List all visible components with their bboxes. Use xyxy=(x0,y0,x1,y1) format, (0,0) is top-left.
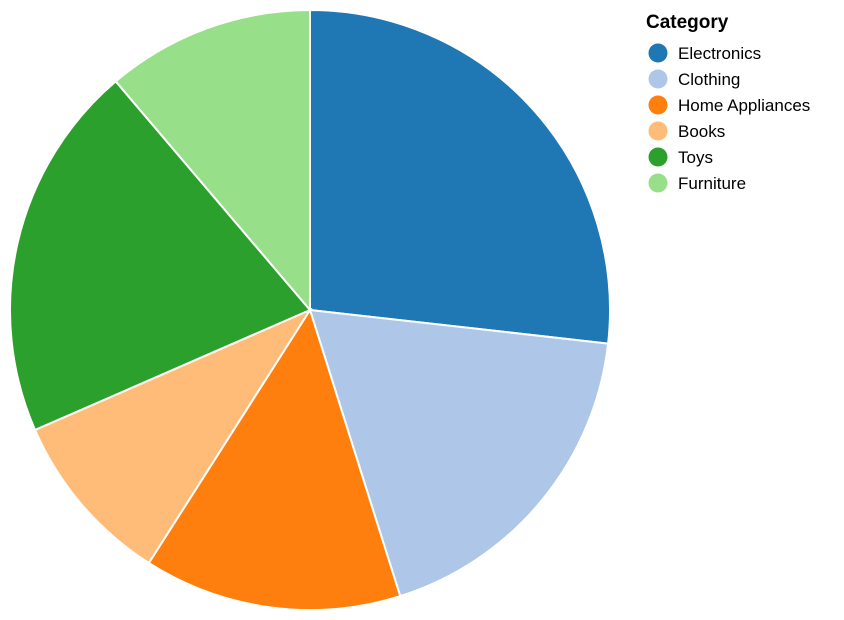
legend-title: Category xyxy=(646,12,729,33)
legend-swatch-furniture xyxy=(648,173,668,193)
pie-slice-clothing xyxy=(308,308,610,598)
legend-label-toys: Toys xyxy=(678,148,713,167)
pie-slice-toys xyxy=(9,79,312,432)
legend-swatch-electronics xyxy=(648,43,668,63)
pie-slice-furniture xyxy=(114,8,311,313)
legend-label-clothing: Clothing xyxy=(678,70,740,89)
legend-swatch-books xyxy=(648,121,668,141)
legend-label-home-appliances: Home Appliances xyxy=(678,96,810,115)
pie-slice-electronics xyxy=(309,8,611,345)
legend: Category Electronics Clothing Home Applian… xyxy=(646,12,810,193)
pie-slice-books xyxy=(33,307,313,565)
legend-label-furniture: Furniture xyxy=(678,174,746,193)
legend-items: Electronics Clothing Home Appliances Books T… xyxy=(648,43,810,193)
legend-swatch-home-appliances xyxy=(648,95,668,115)
legend-swatch-toys xyxy=(648,147,668,167)
pie-slice-home-appliances xyxy=(147,307,402,611)
legend-label-electronics: Electronics xyxy=(678,44,761,63)
legend-label-books: Books xyxy=(678,122,725,141)
legend-swatch-clothing xyxy=(648,69,668,89)
pie-slices xyxy=(9,8,611,611)
